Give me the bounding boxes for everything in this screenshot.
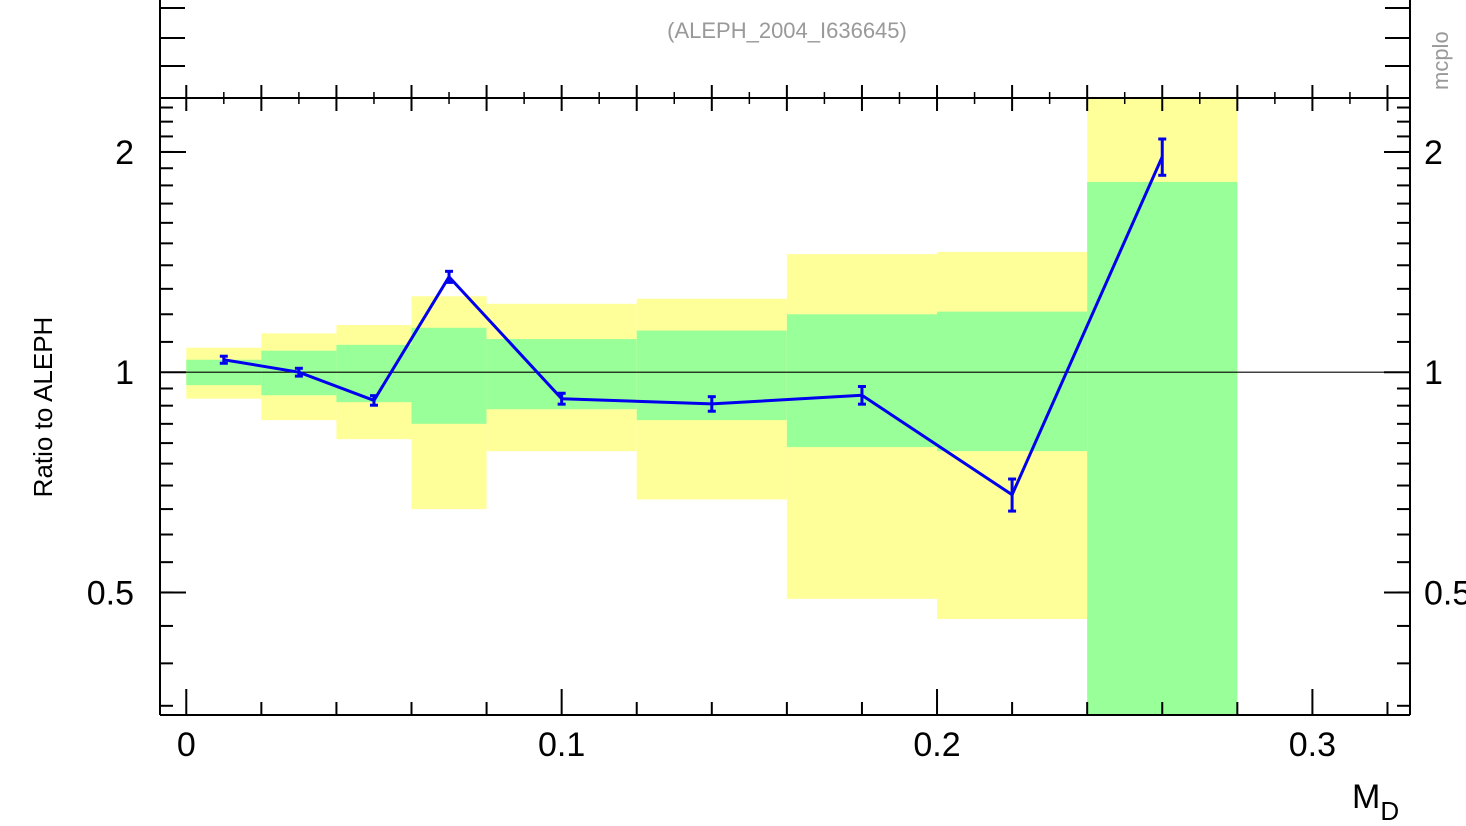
data-point-0 xyxy=(219,354,228,365)
y-tick-label-0: 0.5 xyxy=(87,574,134,612)
x-axis-title: MD xyxy=(1352,778,1399,826)
x-axis-title-main: M xyxy=(1352,778,1380,816)
series-layer xyxy=(219,137,1167,513)
y-right-tick-label-0: 0.5 xyxy=(1424,574,1466,612)
data-point-3 xyxy=(445,269,454,284)
data-point-8 xyxy=(1158,137,1167,177)
data-point-1 xyxy=(294,366,303,378)
band-inner-8 xyxy=(1087,181,1238,715)
band-inner-7 xyxy=(937,311,1088,452)
x-ticks: 0 0.1 0.2 0.3 xyxy=(177,85,1389,764)
band-inner-2 xyxy=(336,344,412,403)
y-tick-label-1: 1 xyxy=(115,354,134,392)
data-point-2 xyxy=(369,394,378,407)
x-axis-title-sub: D xyxy=(1380,796,1399,826)
y-ticks: 0.5 0.5 1 1 2 2 xyxy=(87,106,1466,707)
plot-frame xyxy=(159,0,1411,716)
x-tick-label-3: 0.3 xyxy=(1289,726,1336,764)
y-tick-label-2: 2 xyxy=(115,134,134,172)
x-tick-label-1: 0.1 xyxy=(538,726,585,764)
analysis-label: (ALEPH_2004_I636645) xyxy=(667,18,907,43)
x-tick-label-2: 0.2 xyxy=(913,726,960,764)
bands-layer xyxy=(186,98,1238,715)
y-right-tick-label-1: 1 xyxy=(1424,354,1443,392)
x-tick-label-0: 0 xyxy=(177,726,196,764)
data-point-4 xyxy=(557,391,566,406)
side-label: mcplo xyxy=(1428,31,1453,90)
y-right-tick-label-2: 2 xyxy=(1424,134,1443,172)
band-inner-3 xyxy=(411,327,487,424)
band-inner-6 xyxy=(786,314,938,448)
data-point-7 xyxy=(1008,477,1017,513)
data-point-6 xyxy=(857,384,866,406)
y-axis-title: Ratio to ALEPH xyxy=(28,317,58,498)
data-point-5 xyxy=(707,395,716,413)
